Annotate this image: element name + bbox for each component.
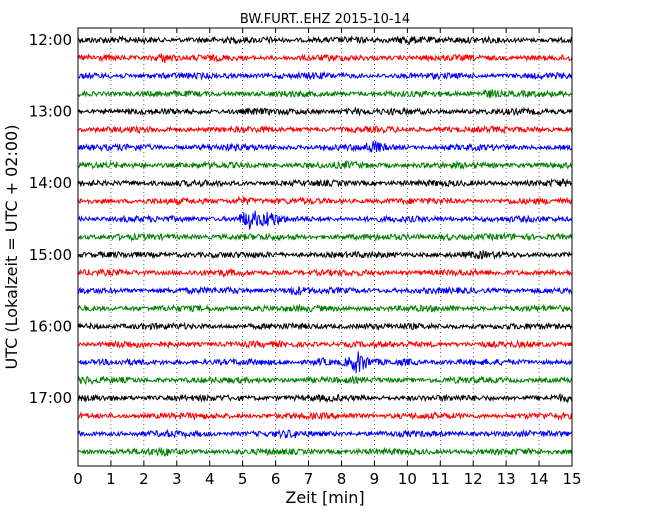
- trace-line: [77, 411, 573, 421]
- y-axis-label: UTC (Lokalzeit = UTC + 02:00): [2, 125, 21, 370]
- trace-line: [77, 124, 573, 135]
- x-tick-label: 14: [530, 470, 549, 488]
- x-tick-label: 0: [73, 470, 83, 488]
- y-tick-label: 13:00: [29, 103, 72, 121]
- trace-line: [77, 351, 573, 374]
- x-tick-label: 2: [139, 470, 149, 488]
- trace-line: [77, 446, 573, 458]
- trace-line: [77, 35, 573, 46]
- y-tick-label: 16:00: [29, 317, 72, 335]
- trace-line: [77, 392, 573, 404]
- x-tick-label: 3: [172, 470, 182, 488]
- trace-line: [77, 160, 573, 171]
- trace-line: [77, 249, 573, 260]
- trace-line: [77, 321, 573, 331]
- trace-line: [77, 70, 573, 81]
- x-tick-label: 9: [370, 470, 380, 488]
- plot-frame: [77, 27, 573, 467]
- x-tick-label: 5: [238, 470, 248, 488]
- trace-line: [77, 375, 573, 386]
- trace-line: [77, 428, 573, 440]
- trace-line: [78, 303, 573, 313]
- y-tick-label: 14:00: [29, 174, 72, 192]
- trace-line: [77, 178, 573, 188]
- x-tick-label: 13: [497, 470, 516, 488]
- x-tick-label: 11: [431, 470, 450, 488]
- trace-line: [77, 53, 573, 63]
- x-tick-label: 7: [304, 470, 314, 488]
- trace-line: [77, 89, 573, 99]
- trace-line: [77, 106, 573, 117]
- trace-line: [77, 267, 573, 279]
- x-tick-label: 8: [337, 470, 347, 488]
- trace-line: [77, 339, 573, 350]
- trace-line: [77, 210, 573, 230]
- x-tick-label: 12: [464, 470, 483, 488]
- trace-line: [77, 195, 573, 207]
- chart-title: BW.FURT..EHZ 2015-10-14: [240, 12, 410, 27]
- seismic-traces: [77, 35, 573, 458]
- x-tick-label: 1: [106, 470, 116, 488]
- x-tick-label: 10: [398, 470, 417, 488]
- axis-ticks: 0 1 2 3 4 5 6 7 8 9 10 11 12 13 14 1512:0013:0014:0015:…: [29, 28, 582, 488]
- trace-line: [77, 232, 573, 242]
- trace-line: [77, 285, 573, 296]
- x-axis-label: Zeit [min]: [285, 488, 364, 507]
- x-tick-label: 6: [271, 470, 281, 488]
- y-tick-label: 15:00: [29, 246, 72, 264]
- trace-line: [77, 139, 573, 153]
- x-tick-label: 15: [562, 470, 581, 488]
- y-tick-label: 17:00: [29, 389, 72, 407]
- y-tick-label: 12:00: [29, 31, 72, 49]
- x-tick-label: 4: [205, 470, 215, 488]
